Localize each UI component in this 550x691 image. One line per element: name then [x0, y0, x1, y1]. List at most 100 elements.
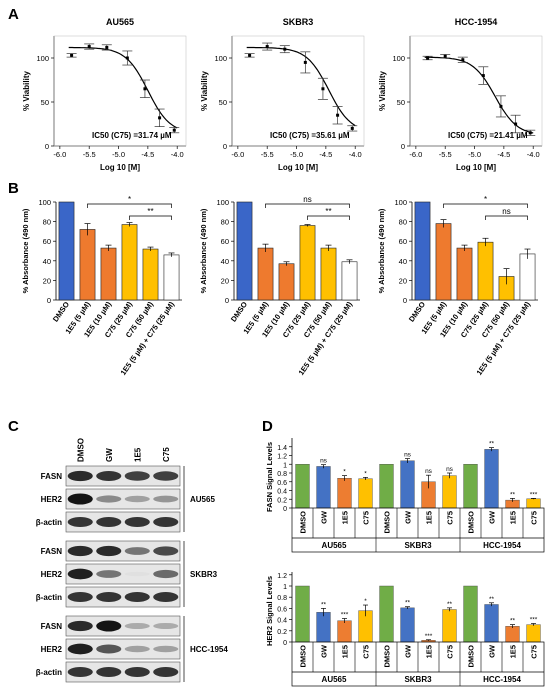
significance-bracket	[129, 215, 172, 220]
cell-line-group-label: HCC-1954	[483, 675, 521, 684]
y-tick-label: 0	[45, 142, 49, 151]
category-label: DMSO	[299, 645, 308, 668]
category-label: C75	[362, 645, 371, 659]
y-axis-label: % Viability	[378, 71, 387, 111]
y-tick-label: 0	[225, 296, 229, 305]
cell-line-label: AU565	[190, 495, 215, 504]
bar	[163, 254, 180, 301]
bar	[341, 261, 358, 301]
significance-label: *	[484, 195, 487, 204]
category-label: DMSO	[383, 511, 392, 534]
blot-band	[153, 517, 179, 527]
significance-label: **	[489, 596, 495, 603]
x-tick-label: -6.0	[231, 150, 244, 159]
significance-label: ns	[320, 458, 328, 465]
y-tick-label: 20	[221, 276, 229, 285]
category-label: GW	[404, 510, 413, 524]
data-point	[158, 116, 162, 120]
y-tick-label: 60	[399, 237, 407, 246]
data-point	[283, 47, 287, 51]
lane-label: DMSO	[76, 438, 85, 462]
y-axis-label: % Viability	[22, 71, 31, 111]
blot-band	[124, 592, 150, 602]
y-tick-label: 100	[38, 198, 51, 207]
y-tick-label: 0.4	[277, 618, 287, 625]
bar	[58, 201, 75, 301]
fit-curve	[246, 46, 356, 127]
bar	[316, 612, 331, 643]
y-axis-label: % Absorbance (490 nm)	[199, 208, 208, 293]
significance-label: *	[343, 469, 346, 476]
bar	[299, 225, 316, 301]
blot-strip	[65, 615, 181, 637]
protein-label: HER2	[41, 645, 63, 654]
significance-label: **	[510, 491, 516, 498]
data-point	[105, 45, 109, 49]
y-tick-label: 1.4	[277, 445, 287, 452]
ic50-annotation: IC50 (C75) =21.41 µM	[448, 131, 528, 140]
category-label: DMSO	[299, 511, 308, 534]
western-blot: DMSO GW 1E5 C75 FASN HER2 β-actin AU565 FASN HER2…	[36, 438, 228, 683]
y-tick-label: 0	[401, 142, 405, 151]
blot-band	[153, 667, 179, 677]
bar	[442, 609, 457, 643]
category-label: C75	[530, 511, 539, 525]
category-label: 1E5	[425, 645, 434, 658]
blot-band	[153, 495, 179, 503]
y-tick-label: 20	[43, 276, 51, 285]
plot-frame	[409, 35, 543, 147]
x-tick-label: -4.0	[171, 150, 184, 159]
cell-line-group-label: AU565	[322, 675, 347, 684]
y-tick-label: 60	[221, 237, 229, 246]
lane-label: GW	[105, 448, 114, 462]
bar	[278, 263, 295, 301]
y-tick-label: 100	[394, 198, 407, 207]
bar	[484, 604, 499, 643]
x-tick-label: -5.0	[468, 150, 481, 159]
significance-label: **	[447, 601, 453, 608]
y-tick-label: 80	[221, 218, 229, 227]
bar	[400, 607, 415, 643]
significance-label: *	[364, 598, 367, 605]
significance-label: **	[321, 601, 327, 608]
significance-label: ***	[425, 633, 433, 640]
data-point	[303, 60, 307, 64]
data-point	[481, 74, 485, 78]
blot-band	[124, 667, 150, 677]
category-label: C75	[530, 645, 539, 659]
y-tick-label: 1	[283, 462, 287, 469]
data-point	[125, 56, 129, 60]
y-axis-label: FASN Signal Levels	[265, 442, 274, 512]
protein-label: β-actin	[36, 668, 62, 677]
blot-band	[124, 622, 150, 630]
y-tick-label: 100	[392, 54, 405, 63]
cell-line-label: SKBR3	[190, 570, 218, 579]
significance-bracket	[87, 203, 172, 208]
y-tick-label: 1.2	[277, 454, 287, 461]
y-tick-label: 50	[219, 98, 227, 107]
y-axis-label: HER2 Signal Levels	[265, 576, 274, 646]
category-label: DMSO	[383, 645, 392, 668]
bar	[320, 247, 337, 301]
category-label: C75	[446, 645, 455, 659]
data-point	[265, 45, 269, 49]
bar	[295, 464, 310, 509]
y-tick-label: 0.2	[277, 629, 287, 636]
category-label: GW	[488, 644, 497, 658]
y-tick-label: 1.2	[277, 573, 287, 580]
y-tick-label: 100	[216, 198, 229, 207]
protein-label: HER2	[41, 495, 63, 504]
bar	[442, 475, 457, 509]
significance-label: ns	[404, 452, 412, 459]
bar	[337, 620, 352, 643]
chart-title: SKBR3	[283, 17, 314, 27]
category-label: C75	[362, 511, 371, 525]
data-point	[248, 53, 252, 57]
significance-bracket	[443, 203, 528, 208]
category-label: GW	[488, 510, 497, 524]
significance-bracket	[485, 215, 528, 220]
significance-label: ***	[530, 617, 538, 624]
